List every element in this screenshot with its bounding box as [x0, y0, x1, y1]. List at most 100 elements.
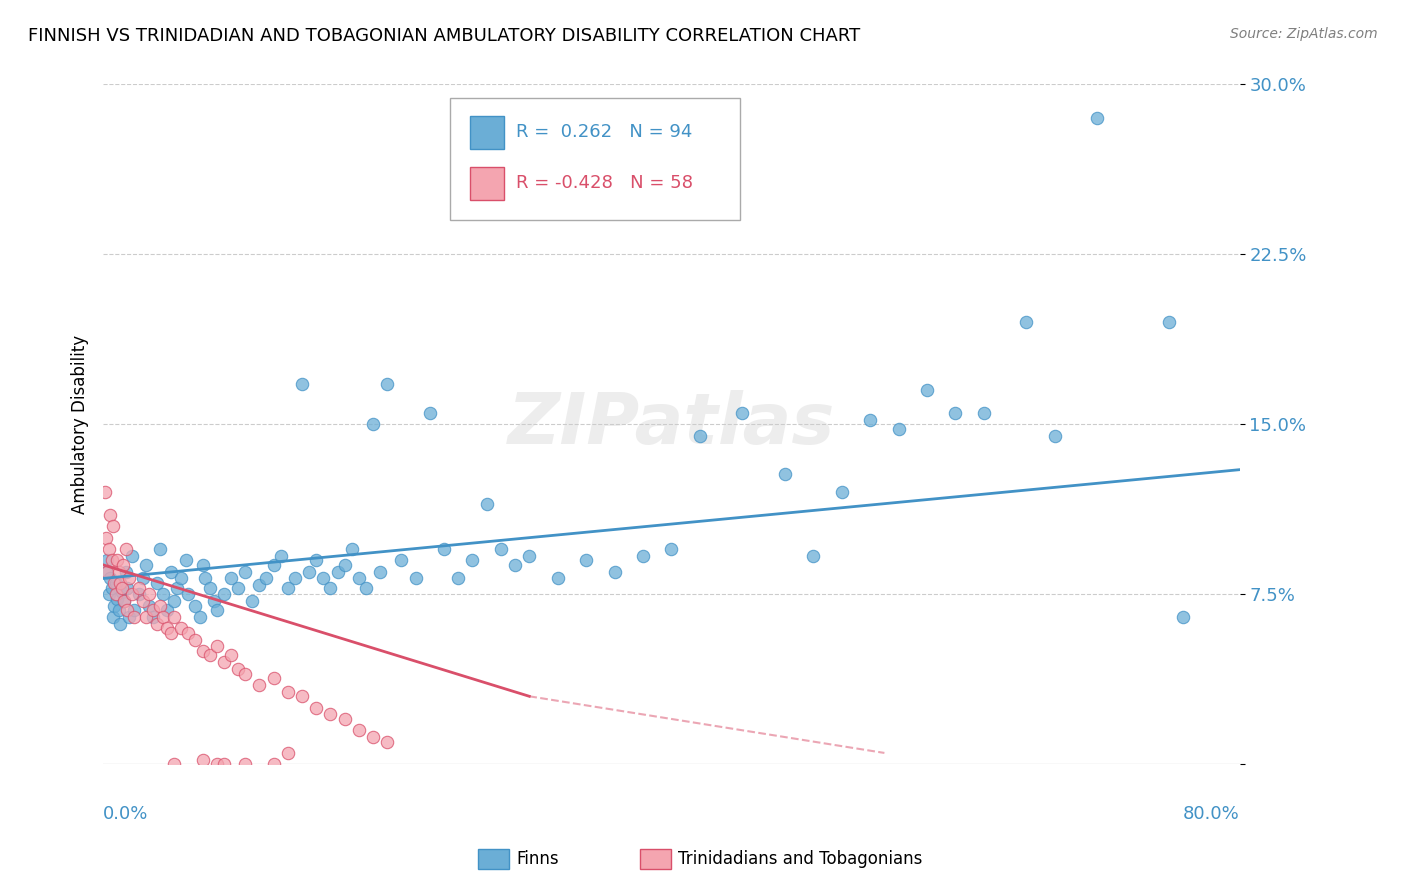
Point: [94, 565, 117, 579]
Point: [347, 723, 370, 738]
Point: [98, 508, 121, 522]
Point: [96, 553, 118, 567]
Point: [226, 581, 249, 595]
Point: [118, 610, 141, 624]
Point: [347, 571, 370, 585]
Point: [887, 422, 910, 436]
Point: [284, 571, 307, 585]
Point: [152, 610, 174, 624]
Point: [191, 644, 214, 658]
Point: [135, 558, 157, 572]
Point: [1157, 315, 1180, 329]
Point: [298, 565, 321, 579]
Point: [149, 599, 172, 613]
Point: [115, 565, 138, 579]
Point: [219, 571, 242, 585]
Point: [945, 406, 967, 420]
Point: [142, 603, 165, 617]
Point: [107, 565, 129, 579]
Point: [160, 565, 183, 579]
Point: [166, 581, 188, 595]
Point: [124, 603, 146, 617]
Point: [121, 587, 143, 601]
Point: [191, 558, 214, 572]
FancyBboxPatch shape: [470, 116, 505, 149]
Point: [226, 662, 249, 676]
Point: [277, 685, 299, 699]
Point: [447, 571, 470, 585]
Point: [489, 541, 512, 556]
Point: [305, 553, 328, 567]
Point: [184, 632, 207, 647]
Point: [1171, 610, 1194, 624]
Point: [803, 549, 825, 563]
Point: [170, 571, 193, 585]
Point: [138, 599, 160, 613]
Point: [1015, 315, 1038, 329]
Point: [132, 594, 155, 608]
Point: [146, 576, 169, 591]
Point: [93, 485, 115, 500]
Point: [773, 467, 796, 482]
Point: [517, 549, 540, 563]
Point: [263, 671, 285, 685]
Point: [631, 549, 654, 563]
Point: [333, 712, 356, 726]
Point: [103, 599, 125, 613]
Point: [152, 587, 174, 601]
Point: [205, 757, 228, 772]
Point: [149, 541, 172, 556]
Point: [114, 594, 136, 608]
Point: [326, 565, 349, 579]
Point: [163, 610, 186, 624]
Point: [100, 553, 122, 567]
Point: [142, 610, 165, 624]
Point: [174, 553, 197, 567]
Point: [575, 553, 598, 567]
Point: [233, 757, 256, 772]
Point: [108, 576, 131, 591]
Point: [354, 581, 377, 595]
Point: [361, 730, 384, 744]
Point: [128, 581, 150, 595]
Point: [333, 558, 356, 572]
Point: [859, 413, 882, 427]
Text: Finns: Finns: [516, 850, 558, 868]
Point: [121, 549, 143, 563]
Point: [110, 585, 132, 599]
Point: [375, 376, 398, 391]
Point: [219, 648, 242, 663]
Point: [128, 587, 150, 601]
Text: R = -0.428   N = 58: R = -0.428 N = 58: [516, 174, 693, 192]
Point: [105, 553, 128, 567]
Point: [205, 603, 228, 617]
Text: 0.0%: 0.0%: [103, 805, 149, 823]
Point: [110, 581, 132, 595]
Point: [277, 581, 299, 595]
Point: [233, 565, 256, 579]
Point: [973, 406, 995, 420]
Point: [263, 558, 285, 572]
Point: [689, 428, 711, 442]
Point: [101, 519, 124, 533]
Point: [405, 571, 427, 585]
Point: [419, 406, 441, 420]
Point: [198, 581, 221, 595]
FancyBboxPatch shape: [470, 168, 505, 200]
Point: [731, 406, 754, 420]
Point: [256, 571, 278, 585]
Point: [104, 587, 127, 601]
Point: [475, 497, 498, 511]
Point: [202, 594, 225, 608]
Point: [291, 690, 314, 704]
Point: [96, 565, 118, 579]
Point: [163, 757, 186, 772]
Point: [270, 549, 292, 563]
Point: [1043, 428, 1066, 442]
Text: Source: ZipAtlas.com: Source: ZipAtlas.com: [1230, 27, 1378, 41]
Point: [368, 565, 391, 579]
Point: [194, 571, 217, 585]
Point: [156, 603, 179, 617]
Point: [163, 594, 186, 608]
Point: [831, 485, 853, 500]
